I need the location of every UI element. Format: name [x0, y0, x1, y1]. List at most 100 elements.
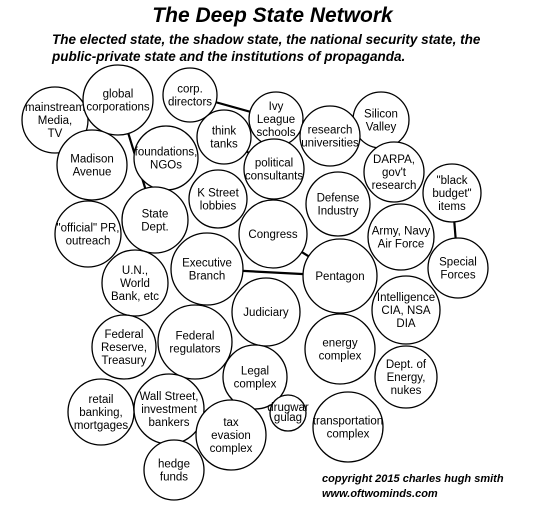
node-label-line: consultants	[245, 171, 303, 183]
node-circle	[56, 129, 128, 201]
node-retail-banking: retail banking, mortgages	[67, 378, 135, 446]
node-circle	[304, 313, 376, 385]
node-army-navy: Army, Navy Air Force	[367, 203, 435, 271]
node-label: foundations, NGOs	[135, 147, 198, 172]
node-circle	[195, 399, 267, 471]
node-label-line: Defense	[317, 193, 360, 205]
node-special-forces: Special Forces	[427, 237, 489, 299]
node-label: Federal regulators	[169, 331, 220, 356]
node-state-dept: State Dept.	[121, 186, 189, 254]
node-pentagon: Pentagon	[302, 238, 378, 314]
node-label-line: complex	[210, 443, 253, 455]
node-political-consultants: political consultants	[243, 138, 305, 200]
node-label: Intelligence CIA, NSA DIA	[377, 292, 435, 330]
node-label-line: evasion	[211, 430, 251, 442]
node-label: State Dept.	[141, 209, 169, 234]
node-label-line: Forces	[440, 270, 475, 282]
node-label: Special Forces	[439, 257, 477, 282]
node-circle	[371, 275, 441, 345]
node-circle	[238, 199, 308, 269]
node-executive: Executive Branch	[170, 232, 244, 306]
node-label: Defense Industry	[317, 193, 360, 218]
node-official-pr: "official" PR, outreach	[54, 200, 122, 268]
node-label-line: Valley	[366, 122, 397, 134]
node-label-line: Avenue	[73, 167, 112, 179]
node-label-line: regulators	[169, 344, 220, 356]
node-label-line: global	[103, 89, 134, 101]
node-circle	[231, 277, 301, 347]
node-label: "official" PR, outreach	[57, 223, 120, 248]
node-label: Ivy League schools	[257, 101, 296, 139]
node-label-line: political	[255, 158, 293, 170]
node-label-line: Industry	[318, 206, 359, 218]
node-label-line: banking,	[79, 407, 122, 419]
node-label-line: mortgages	[74, 420, 129, 432]
node-label: Congress	[248, 229, 297, 241]
node-label-line: Federal	[176, 331, 215, 343]
node-research-univ: research universities	[299, 105, 361, 167]
node-circle	[143, 439, 205, 501]
website-line: www.oftwominds.com	[322, 488, 438, 500]
node-label: "black budget" items	[432, 175, 471, 213]
node-label-line: bankers	[149, 417, 190, 429]
node-label-line: universities	[301, 138, 359, 150]
node-circle	[196, 109, 252, 165]
node-label-line: Dept. of	[386, 359, 427, 371]
node-intelligence: Intelligence CIA, NSA DIA	[371, 275, 441, 345]
node-circle	[269, 394, 307, 432]
node-label: research universities	[301, 125, 359, 150]
node-label-line: Special	[439, 257, 477, 269]
node-label-line: think	[212, 126, 237, 138]
node-label: Madison Avenue	[70, 154, 113, 179]
node-circle	[302, 238, 378, 314]
node-label-line: gov't	[382, 167, 407, 179]
node-label-line: complex	[234, 379, 277, 391]
node-federal-reserve: Federal Reserve, Treasury	[91, 314, 157, 380]
node-circle	[243, 138, 305, 200]
node-label: Executive Branch	[182, 258, 232, 283]
node-label-line: World	[120, 278, 150, 290]
node-label-line: State	[142, 209, 169, 221]
node-label-line: complex	[327, 429, 370, 441]
node-transportation: transportation complex	[312, 391, 384, 463]
node-circle	[188, 169, 248, 229]
node-label: DARPA, gov't research	[372, 154, 417, 192]
node-label-line: Executive	[182, 258, 232, 270]
node-label-line: tanks	[210, 139, 238, 151]
node-label-line: investment	[141, 404, 197, 416]
node-silicon-valley: Silicon Valley	[352, 91, 410, 149]
node-label-line: League	[257, 114, 295, 126]
node-label-line: Reserve,	[101, 342, 147, 354]
node-label-line: Wall Street,	[139, 391, 198, 403]
node-label: Army, Navy Air Force	[372, 226, 431, 251]
node-label-line: Congress	[248, 229, 297, 241]
node-label: Silicon Valley	[364, 109, 398, 134]
node-ivy-league: Ivy League schools	[248, 91, 304, 147]
node-label: corp. directors	[168, 84, 212, 109]
node-circle	[299, 105, 361, 167]
node-label-line: DIA	[396, 318, 416, 330]
node-label-line: NGOs	[150, 160, 182, 172]
node-label-line: schools	[257, 127, 296, 139]
node-label: mainstream Media, TV	[25, 102, 85, 140]
node-energy-complex: energy complex	[304, 313, 376, 385]
node-label-line: Pentagon	[315, 271, 364, 283]
node-k-street: K Street lobbies	[188, 169, 248, 229]
node-label-line: Energy,	[387, 372, 426, 384]
node-circle	[422, 163, 482, 223]
node-label-line: tax	[223, 417, 239, 429]
node-circle	[157, 304, 233, 380]
node-label-line: CIA, NSA	[381, 305, 431, 317]
node-label: Pentagon	[315, 271, 364, 283]
node-label-line: foundations,	[135, 147, 198, 159]
node-circle	[91, 314, 157, 380]
node-label: transportation complex	[313, 416, 383, 441]
node-label-line: energy	[322, 338, 357, 350]
node-label-line: Legal	[241, 366, 269, 378]
node-darpa: DARPA, gov't research	[363, 141, 425, 203]
node-label: Wall Street, investment bankers	[139, 391, 198, 429]
node-label-line: Bank, etc	[111, 291, 159, 303]
node-label: energy complex	[319, 338, 362, 363]
node-circle	[82, 64, 154, 136]
